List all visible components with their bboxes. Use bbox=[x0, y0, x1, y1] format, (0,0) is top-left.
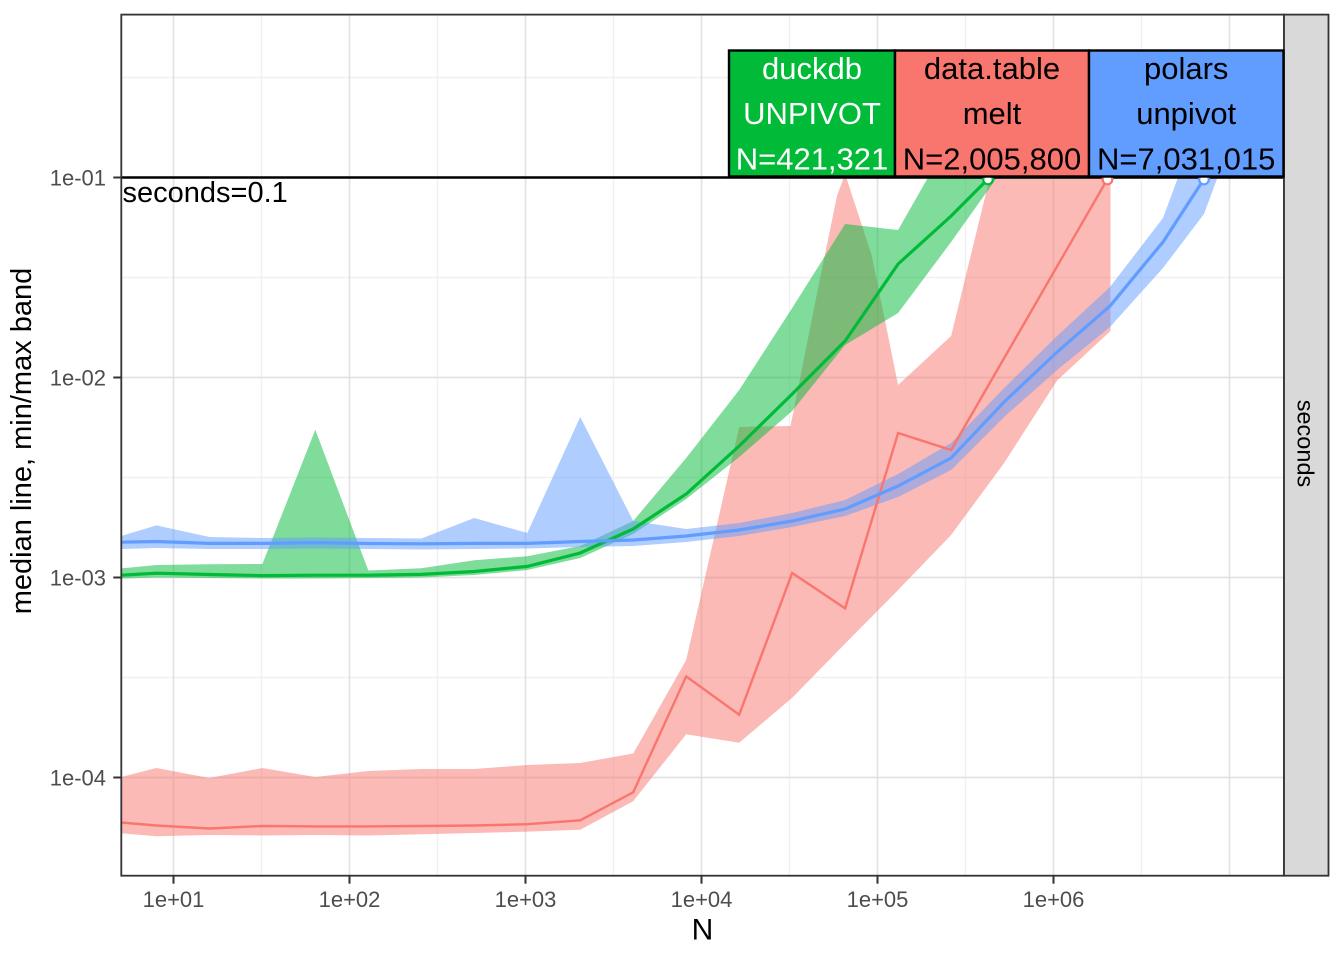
svg-text:1e+04: 1e+04 bbox=[671, 887, 733, 912]
svg-text:1e+01: 1e+01 bbox=[143, 887, 205, 912]
svg-text:1e-02: 1e-02 bbox=[50, 366, 106, 391]
svg-text:N=7,031,015: N=7,031,015 bbox=[1097, 142, 1275, 177]
svg-text:UNPIVOT: UNPIVOT bbox=[743, 96, 881, 131]
svg-text:1e+06: 1e+06 bbox=[1023, 887, 1085, 912]
svg-text:duckdb: duckdb bbox=[762, 51, 862, 86]
svg-text:seconds: seconds bbox=[1293, 400, 1319, 488]
svg-text:data.table: data.table bbox=[924, 51, 1060, 86]
svg-text:1e-01: 1e-01 bbox=[50, 166, 106, 191]
svg-text:1e+02: 1e+02 bbox=[319, 887, 381, 912]
svg-text:median line, min/max band: median line, min/max band bbox=[6, 268, 38, 615]
svg-text:polars: polars bbox=[1144, 51, 1228, 86]
svg-text:1e+05: 1e+05 bbox=[847, 887, 909, 912]
svg-text:1e-04: 1e-04 bbox=[50, 766, 106, 791]
svg-text:seconds=0.1: seconds=0.1 bbox=[123, 177, 288, 209]
svg-text:N=421,321: N=421,321 bbox=[736, 142, 889, 177]
svg-text:N: N bbox=[692, 914, 714, 947]
svg-text:unpivot: unpivot bbox=[1136, 96, 1236, 131]
svg-text:1e+03: 1e+03 bbox=[495, 887, 557, 912]
svg-text:melt: melt bbox=[963, 96, 1022, 131]
svg-text:1e-03: 1e-03 bbox=[50, 566, 106, 591]
svg-text:N=2,005,800: N=2,005,800 bbox=[903, 142, 1081, 177]
